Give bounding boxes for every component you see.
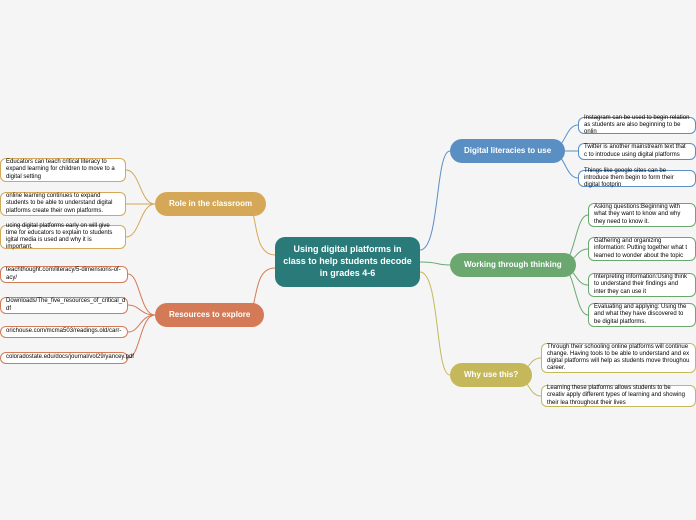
leaf-role-0[interactable]: Educators can teach critical literacy to… [0,158,126,182]
branch-role[interactable]: Role in the classroom [155,192,266,216]
leaf-role-2[interactable]: ucing digital platforms early on will gi… [0,225,126,249]
leaf-why-0[interactable]: Through their schooling online platforms… [541,343,696,373]
leaf-dig-0[interactable]: Instagram can be used to begin relation … [578,117,696,134]
leaf-res-0[interactable]: teachthought.com/literacy/5-dimensions-o… [0,266,128,283]
leaf-work-3[interactable]: Evaluating and applying: Using the and w… [588,303,696,327]
branch-resources[interactable]: Resources to explore [155,303,264,327]
branch-digital[interactable]: Digital literacies to use [450,139,565,163]
leaf-dig-1[interactable]: Twitter is another mainstream text that … [578,143,696,160]
leaf-why-1[interactable]: Learning these platforms allows students… [541,385,696,407]
leaf-role-1[interactable]: online learning continues to expand stud… [0,192,126,216]
leaf-res-2[interactable]: orichouse.com/mcma503/readings.old/carr- [0,326,128,338]
mindmap-canvas: Using digital platforms in class to help… [0,0,696,520]
branch-working[interactable]: Working through thinking [450,253,576,277]
leaf-work-1[interactable]: Gathering and organizing information: Pu… [588,237,696,261]
leaf-res-1[interactable]: Downloads/The_five_resources_of_critical… [0,297,128,314]
center-node[interactable]: Using digital platforms in class to help… [275,237,420,287]
leaf-work-0[interactable]: Asking questions:Beginning with what the… [588,203,696,227]
leaf-res-3[interactable]: coloradostate.edu/docs/journal/vol29/yan… [0,352,128,364]
branch-why[interactable]: Why use this? [450,363,532,387]
leaf-dig-2[interactable]: Things like google sites can be introduc… [578,170,696,187]
leaf-work-2[interactable]: Interpreting information:Using think to … [588,273,696,297]
